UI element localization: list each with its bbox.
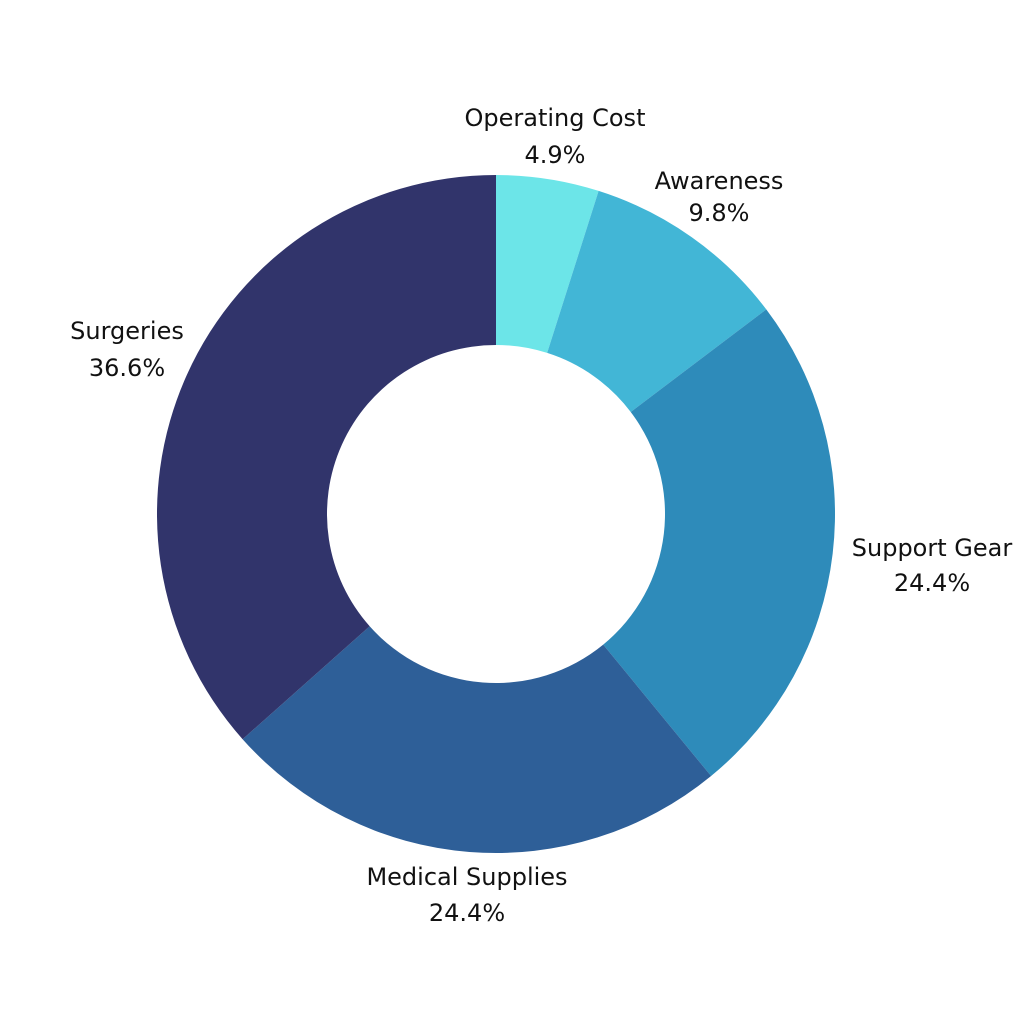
slice-label-operating-cost: Operating Cost — [465, 104, 646, 132]
slice-label-awareness: Awareness — [655, 167, 784, 195]
slice-medical-supplies — [242, 626, 712, 854]
slice-label-surgeries: Surgeries — [70, 317, 184, 345]
slice-value-support-gear: 24.4% — [894, 569, 970, 597]
slices — [156, 175, 835, 854]
slice-value-operating-cost: 4.9% — [525, 141, 586, 169]
slice-value-surgeries: 36.6% — [89, 354, 165, 382]
slice-label-support-gear: Support Gear — [852, 534, 1013, 562]
slice-value-medical-supplies: 24.4% — [429, 899, 505, 927]
labels: Operating Cost 4.9% Awareness 9.8% Suppo… — [70, 104, 1012, 927]
slice-label-medical-supplies: Medical Supplies — [366, 863, 567, 891]
slice-surgeries — [156, 175, 496, 740]
slice-operating-cost — [496, 175, 599, 353]
slice-awareness — [547, 190, 767, 412]
slice-value-awareness: 9.8% — [689, 199, 750, 227]
slice-support-gear — [603, 309, 835, 777]
